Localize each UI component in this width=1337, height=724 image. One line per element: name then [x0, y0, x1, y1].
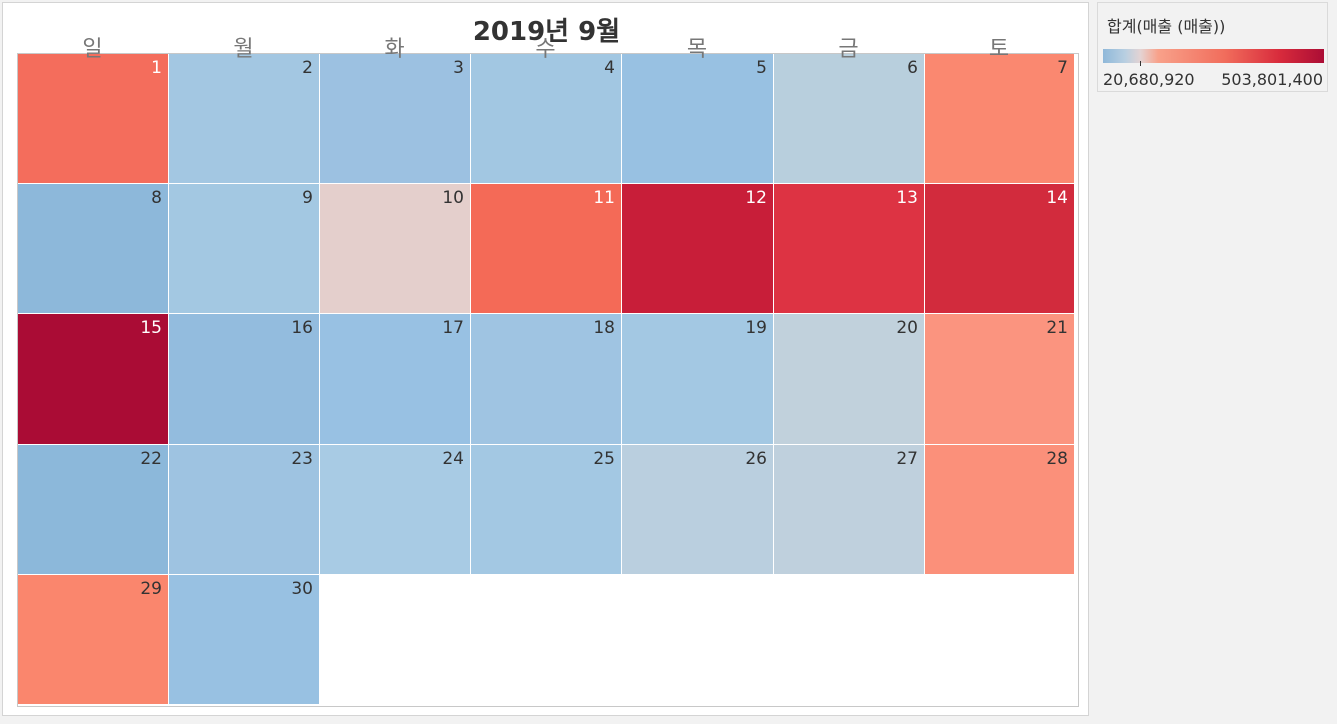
- day-cell[interactable]: 30: [169, 575, 320, 705]
- day-cell[interactable]: 23: [169, 445, 320, 575]
- weekday-label: 금: [838, 37, 859, 62]
- day-cell[interactable]: 14: [925, 184, 1075, 314]
- weekday-label: 수: [535, 37, 556, 62]
- day-cell[interactable]: 10: [320, 184, 471, 314]
- day-cell[interactable]: 15: [18, 314, 169, 445]
- day-number: 30: [291, 579, 313, 599]
- day-cell[interactable]: 4: [471, 54, 622, 184]
- legend-min-label: 20,680,920: [1103, 70, 1195, 89]
- day-number: 8: [151, 188, 162, 208]
- day-number: 13: [896, 188, 918, 208]
- legend-zero-tick: [1140, 61, 1141, 66]
- day-cell[interactable]: 13: [774, 184, 925, 314]
- color-legend: 합계(매출 (매출)) 20,680,920 503,801,400: [1097, 2, 1328, 92]
- weekday-label: 화: [384, 37, 405, 62]
- day-cell[interactable]: 9: [169, 184, 320, 314]
- calendar-heatmap-grid: 1 2 3 4 5 6 7 8 9 10 11 12 13 14 15 16 17 18 19 20 21 22 23 24 2…: [17, 53, 1079, 707]
- day-cell[interactable]: 28: [925, 445, 1075, 575]
- day-number: 9: [302, 188, 313, 208]
- day-number: 15: [140, 318, 162, 338]
- day-number: 26: [745, 449, 767, 469]
- day-cell[interactable]: 19: [622, 314, 774, 445]
- day-number: 7: [1057, 58, 1068, 78]
- day-cell[interactable]: 5: [622, 54, 774, 184]
- day-number: 11: [593, 188, 615, 208]
- day-number: 29: [140, 579, 162, 599]
- day-number: 23: [291, 449, 313, 469]
- day-number: 12: [745, 188, 767, 208]
- day-number: 25: [593, 449, 615, 469]
- day-cell[interactable]: 6: [774, 54, 925, 184]
- day-cell[interactable]: 27: [774, 445, 925, 575]
- day-number: 3: [453, 58, 464, 78]
- day-number: 17: [442, 318, 464, 338]
- weekday-label: 일: [82, 37, 103, 62]
- day-cell[interactable]: 29: [18, 575, 169, 705]
- day-number: 21: [1046, 318, 1068, 338]
- day-cell[interactable]: 2: [169, 54, 320, 184]
- day-number: 4: [604, 58, 615, 78]
- day-number: 14: [1046, 188, 1068, 208]
- day-cell[interactable]: 21: [925, 314, 1075, 445]
- calendar-title: 2019년 9월: [472, 17, 621, 47]
- day-number: 1: [151, 58, 162, 78]
- legend-title: 합계(매출 (매출)): [1107, 17, 1226, 36]
- day-cell[interactable]: 12: [622, 184, 774, 314]
- day-cell[interactable]: 22: [18, 445, 169, 575]
- day-number: 22: [140, 449, 162, 469]
- day-number: 18: [593, 318, 615, 338]
- day-cell[interactable]: 7: [925, 54, 1075, 184]
- day-number: 24: [442, 449, 464, 469]
- day-cell[interactable]: 11: [471, 184, 622, 314]
- day-number: 2: [302, 58, 313, 78]
- day-cell[interactable]: 1: [18, 54, 169, 184]
- weekday-label: 목: [686, 37, 708, 62]
- day-number: 20: [896, 318, 918, 338]
- legend-max-label: 503,801,400: [1221, 70, 1323, 89]
- day-cell[interactable]: 16: [169, 314, 320, 445]
- day-number: 16: [291, 318, 313, 338]
- day-cell[interactable]: 24: [320, 445, 471, 575]
- day-cell[interactable]: 25: [471, 445, 622, 575]
- day-number: 6: [907, 58, 918, 78]
- day-cell[interactable]: 18: [471, 314, 622, 445]
- day-cell[interactable]: 8: [18, 184, 169, 314]
- day-number: 27: [896, 449, 918, 469]
- day-cell[interactable]: 17: [320, 314, 471, 445]
- day-number: 19: [745, 318, 767, 338]
- weekday-label: 토: [988, 37, 1010, 62]
- day-number: 28: [1046, 449, 1068, 469]
- day-cell[interactable]: 20: [774, 314, 925, 445]
- day-cell[interactable]: 3: [320, 54, 471, 184]
- legend-gradient-bar: [1103, 49, 1324, 63]
- day-cell[interactable]: 26: [622, 445, 774, 575]
- day-number: 10: [442, 188, 464, 208]
- weekday-label: 월: [233, 37, 254, 62]
- day-number: 5: [756, 58, 767, 78]
